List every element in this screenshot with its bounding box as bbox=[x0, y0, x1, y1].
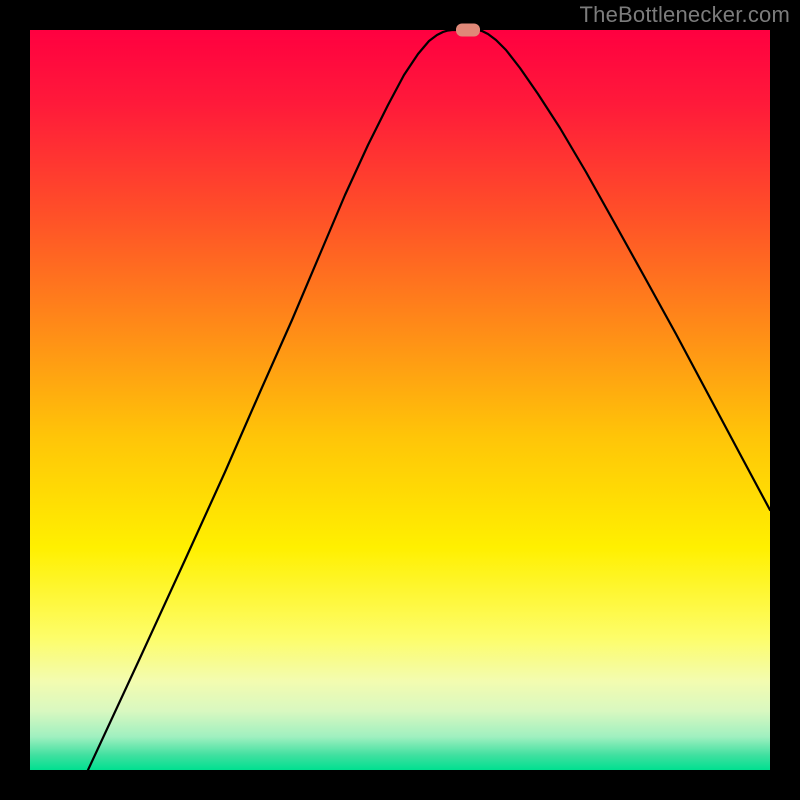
plot-background bbox=[30, 30, 770, 770]
bottleneck-chart bbox=[0, 0, 800, 800]
optimum-marker bbox=[456, 24, 480, 37]
watermark-label: TheBottlenecker.com bbox=[580, 2, 790, 28]
